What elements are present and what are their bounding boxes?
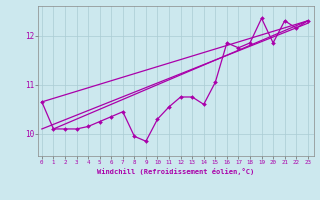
X-axis label: Windchill (Refroidissement éolien,°C): Windchill (Refroidissement éolien,°C) [97,168,255,175]
